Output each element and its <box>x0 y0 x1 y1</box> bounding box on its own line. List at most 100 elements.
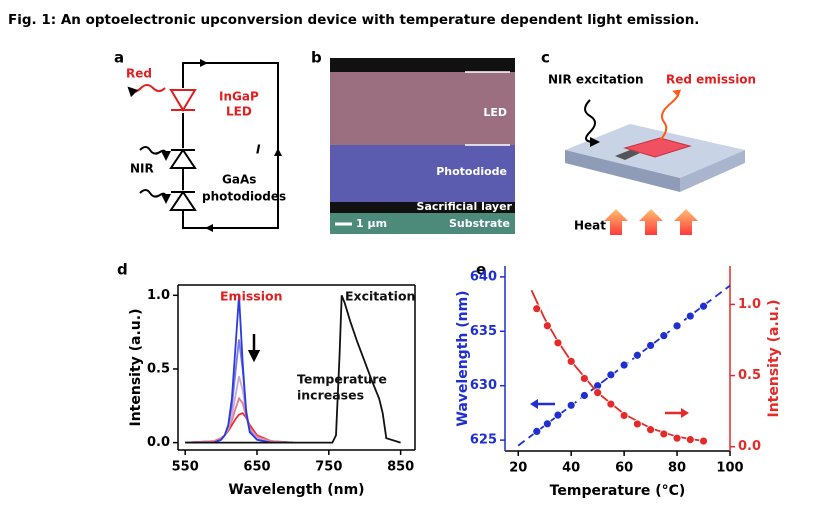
label: Red <box>126 67 152 81</box>
x-tick-label: 550 <box>172 460 199 475</box>
label: Substrate <box>449 217 510 230</box>
label: photodiodes <box>202 190 286 204</box>
data-point <box>672 433 682 443</box>
layer-photodiode <box>330 145 515 202</box>
data-point <box>685 311 695 321</box>
y-tick-label: 635 <box>470 324 497 339</box>
heat-arrow <box>604 209 698 235</box>
y-tick-label: 640 <box>470 269 497 284</box>
label: Photodiode <box>436 165 507 178</box>
current-arrow <box>274 148 282 156</box>
annotation: Temperature <box>297 372 387 387</box>
line <box>185 396 293 444</box>
label: Heat <box>574 219 606 233</box>
nir-wave <box>584 99 600 147</box>
emission-wave <box>127 84 166 98</box>
y-tick-label: 630 <box>470 378 497 393</box>
data-point <box>532 304 542 314</box>
data-point <box>646 425 655 435</box>
wire-arrow <box>200 59 213 232</box>
panel-letter: d <box>117 261 128 279</box>
panel-letter: a <box>114 49 124 67</box>
data-point <box>580 391 589 400</box>
figure-title: Fig. 1: An optoelectronic upconversion d… <box>8 12 699 28</box>
data-point <box>542 419 552 429</box>
data-point <box>606 370 616 380</box>
line <box>185 376 293 444</box>
y2-axis-label: Intensity (a.u.) <box>766 299 782 417</box>
data-point <box>699 301 708 311</box>
panel-b: b LED Photodiode Sacrificial layer 1 µm … <box>311 49 515 234</box>
y-tick-label: 1.0 <box>147 288 170 303</box>
emission-wave <box>659 89 682 141</box>
label: 1 µm <box>356 217 387 230</box>
device-side <box>680 150 745 192</box>
y-tick-label: 0.5 <box>147 361 170 376</box>
line <box>185 412 293 444</box>
y2-tick-label: 0.0 <box>738 439 761 454</box>
data-point <box>632 350 642 360</box>
led-pad <box>623 137 692 158</box>
data-point <box>542 321 552 331</box>
device-side <box>565 150 680 192</box>
data-point <box>672 321 682 331</box>
annotation: Excitation <box>345 289 415 304</box>
label: LED <box>226 105 252 119</box>
data-point <box>619 360 629 370</box>
label: I <box>256 143 261 157</box>
data-point <box>593 388 603 398</box>
data-point <box>566 356 576 366</box>
x-tick-label: 60 <box>615 461 633 476</box>
label: Red emission <box>666 73 756 87</box>
nir-wave <box>139 189 171 204</box>
data-point <box>532 427 542 436</box>
y-tick-label: 625 <box>470 433 497 448</box>
label: NIR <box>130 162 154 176</box>
nir-wave <box>139 146 171 161</box>
panel-a: a Red InGaP LED NIR GaAs photodiodes I <box>114 49 286 232</box>
y-tick-label: 0.0 <box>147 435 170 450</box>
panel-letter: c <box>541 49 550 67</box>
x-axis-label: Temperature (°C) <box>550 483 686 499</box>
panel-c: c NIR excitation Red emission Heat <box>541 49 756 235</box>
label: NIR excitation <box>548 73 644 87</box>
data-point <box>699 436 708 446</box>
y2-tick-label: 1.0 <box>738 297 761 312</box>
label: InGaP <box>219 90 259 104</box>
data-point <box>580 374 589 383</box>
panel-letter: b <box>311 49 322 67</box>
x-axis-label: Wavelength (nm) <box>228 482 364 498</box>
label: GaAs <box>222 173 256 187</box>
data-point <box>619 411 629 420</box>
data-point <box>646 341 655 350</box>
photodiode-symbol <box>169 148 197 211</box>
data-point <box>632 419 642 429</box>
data-point <box>659 429 669 439</box>
circuit-wire <box>182 62 279 229</box>
annotation: Emission <box>220 289 283 304</box>
label: Sacrificial layer <box>417 200 513 213</box>
led-symbol <box>169 89 197 112</box>
data-point <box>659 331 669 341</box>
layer-substrate <box>330 213 515 234</box>
axis-arrow-head <box>530 399 538 409</box>
x-tick-label: 750 <box>315 460 342 475</box>
panel-letter: e <box>476 261 486 279</box>
line <box>185 339 293 444</box>
x-tick-label: 20 <box>509 461 527 476</box>
contact <box>615 150 640 160</box>
x-tick-label: 850 <box>387 460 414 475</box>
y-axis-label: Wavelength (nm) <box>455 290 471 426</box>
data-point <box>685 435 695 445</box>
data-point <box>553 410 563 420</box>
x-tick-label: 100 <box>716 461 743 476</box>
data-point <box>553 338 563 348</box>
label: LED <box>483 106 507 119</box>
y-axis-label: Intensity (a.u.) <box>128 308 144 426</box>
x-tick-label: 650 <box>243 460 270 475</box>
layer-led <box>330 72 515 145</box>
axis-arrow-head <box>681 408 689 418</box>
line <box>185 294 401 444</box>
x-tick-label: 40 <box>562 461 580 476</box>
